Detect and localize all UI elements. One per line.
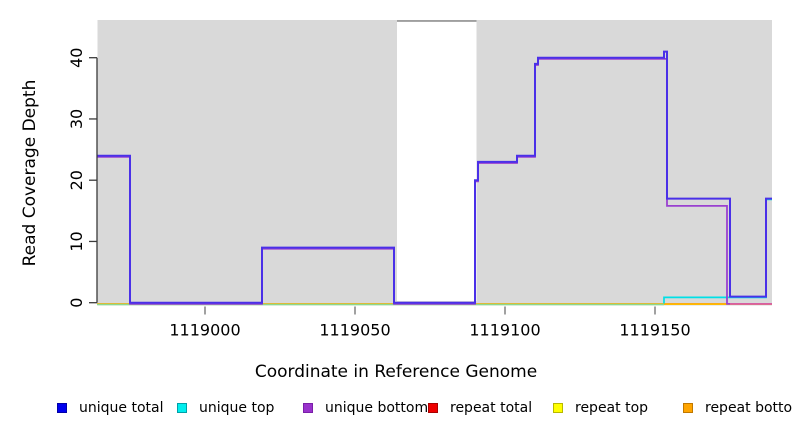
x-tick-label: 1119100 xyxy=(469,321,540,340)
legend-label: unique total xyxy=(79,400,164,416)
legend-swatch-icon xyxy=(553,403,563,413)
unique-total-line xyxy=(97,50,772,304)
legend-swatch-icon xyxy=(57,403,67,413)
legend-swatch-icon xyxy=(303,403,313,413)
x-tick-label: 1119000 xyxy=(169,321,240,340)
legend-label: repeat top xyxy=(575,400,649,416)
y-axis-title: Read Coverage Depth xyxy=(20,79,40,267)
legend-swatch-icon xyxy=(428,403,438,413)
legend-item-repeat-top: repeat top xyxy=(553,398,648,418)
y-tick-label: 40 xyxy=(67,48,86,68)
legend-swatch-icon xyxy=(683,403,693,413)
legend-item-unique-top: unique top xyxy=(177,398,274,418)
masked-region xyxy=(397,20,477,301)
y-tick-label: 30 xyxy=(67,109,86,129)
legend-label: repeat bottom xyxy=(705,400,792,416)
legend-label: repeat total xyxy=(450,400,533,416)
legend-swatch-icon xyxy=(177,403,187,413)
y-tick-label: 10 xyxy=(67,231,86,251)
legend-label: unique bottom xyxy=(325,400,429,416)
legend-item-repeat-total: repeat total xyxy=(428,398,532,418)
y-tick-label: 0 xyxy=(67,298,86,308)
legend-item-unique-bottom: unique bottom xyxy=(303,398,428,418)
legend: unique total unique top unique bottom repea… xyxy=(0,398,792,422)
x-tick-label: 1119150 xyxy=(619,321,690,340)
x-axis-title: Coordinate in Reference Genome xyxy=(254,362,538,382)
legend-label: unique top xyxy=(199,400,275,416)
legend-item-unique-total: unique total xyxy=(57,398,163,418)
x-tick-label: 1119050 xyxy=(319,321,390,340)
y-tick-label: 20 xyxy=(67,170,86,190)
legend-item-repeat-bottom: repeat bottom xyxy=(683,398,792,418)
